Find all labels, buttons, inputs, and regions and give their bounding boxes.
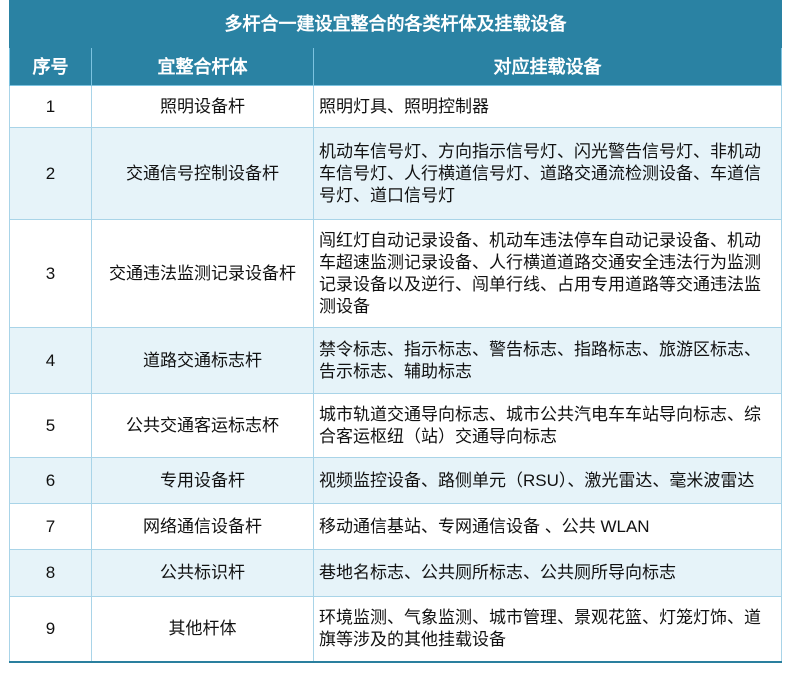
row-number: 7 (9, 503, 92, 550)
table-row: 1 照明设备杆 照明灯具、照明控制器 (9, 85, 783, 128)
table-row: 3 交通违法监测记录设备杆 闯红灯自动记录设备、机动车违法停车自动记录设备、机动车超… (9, 219, 783, 328)
pole-type: 公共标识杆 (91, 549, 314, 597)
table-row: 5 公共交通客运标志杯 城市轨道交通导向标志、城市公共汽电车车站导向标志、综合客运枢… (9, 393, 783, 458)
equipment-list: 视频监控设备、路侧单元（RSU）、激光雷达、毫米波雷达 (312, 457, 783, 504)
pole-type: 交通信号控制设备杆 (91, 127, 314, 220)
equipment-list: 移动通信基站、专网通信设备 、公共 WLAN (312, 503, 783, 550)
equipment-list: 禁令标志、指示标志、警告标志、指路标志、旅游区标志、告示标志、辅助标志 (312, 327, 783, 394)
header-pole: 宜整合杆体 (91, 47, 314, 86)
header-equipment: 对应挂载设备 (312, 47, 783, 86)
pole-type: 其他杆体 (91, 596, 314, 662)
table-row: 2 交通信号控制设备杆 机动车信号灯、方向指示信号灯、闪光警告信号灯、非机动车信号灯… (9, 127, 783, 220)
row-number: 1 (9, 85, 92, 128)
pole-type: 交通违法监测记录设备杆 (91, 219, 314, 328)
equipment-list: 照明灯具、照明控制器 (312, 85, 783, 128)
equipment-list: 环境监测、气象监测、城市管理、景观花篮、灯笼灯饰、道旗等涉及的其他挂载设备 (312, 596, 783, 662)
equipment-list: 巷地名标志、公共厕所标志、公共厕所导向标志 (312, 549, 783, 597)
table-row: 8 公共标识杆 巷地名标志、公共厕所标志、公共厕所导向标志 (9, 549, 783, 597)
pole-type: 网络通信设备杆 (91, 503, 314, 550)
row-number: 9 (9, 596, 92, 662)
pole-type: 公共交通客运标志杯 (91, 393, 314, 458)
table-row: 9 其他杆体 环境监测、气象监测、城市管理、景观花篮、灯笼灯饰、道旗等涉及的其他挂载… (9, 596, 783, 662)
row-number: 4 (9, 327, 92, 394)
pole-type: 专用设备杆 (91, 457, 314, 504)
pole-type: 道路交通标志杆 (91, 327, 314, 394)
header-no: 序号 (9, 47, 92, 86)
row-number: 2 (9, 127, 92, 220)
equipment-list: 闯红灯自动记录设备、机动车违法停车自动记录设备、机动车超速监测记录设备、人行横道… (312, 219, 783, 328)
table-title: 多杆合一建设宜整合的各类杆体及挂载设备 (8, 0, 783, 48)
row-number: 5 (9, 393, 92, 458)
pole-equipment-table: 多杆合一建设宜整合的各类杆体及挂载设备 序号 宜整合杆体 对应挂载设备 1 照明设… (8, 0, 783, 663)
equipment-list: 城市轨道交通导向标志、城市公共汽电车车站导向标志、综合客运枢纽（站）交通导向标志 (312, 393, 783, 458)
table-row: 4 道路交通标志杆 禁令标志、指示标志、警告标志、指路标志、旅游区标志、告示标志、辅… (9, 327, 783, 394)
row-number: 8 (9, 549, 92, 597)
table-row: 7 网络通信设备杆 移动通信基站、专网通信设备 、公共 WLAN (9, 503, 783, 550)
row-number: 3 (9, 219, 92, 328)
equipment-list: 机动车信号灯、方向指示信号灯、闪光警告信号灯、非机动车信号灯、人行横道信号灯、道… (312, 127, 783, 220)
table-row: 6 专用设备杆 视频监控设备、路侧单元（RSU）、激光雷达、毫米波雷达 (9, 457, 783, 504)
pole-type: 照明设备杆 (91, 85, 314, 128)
row-number: 6 (9, 457, 92, 504)
